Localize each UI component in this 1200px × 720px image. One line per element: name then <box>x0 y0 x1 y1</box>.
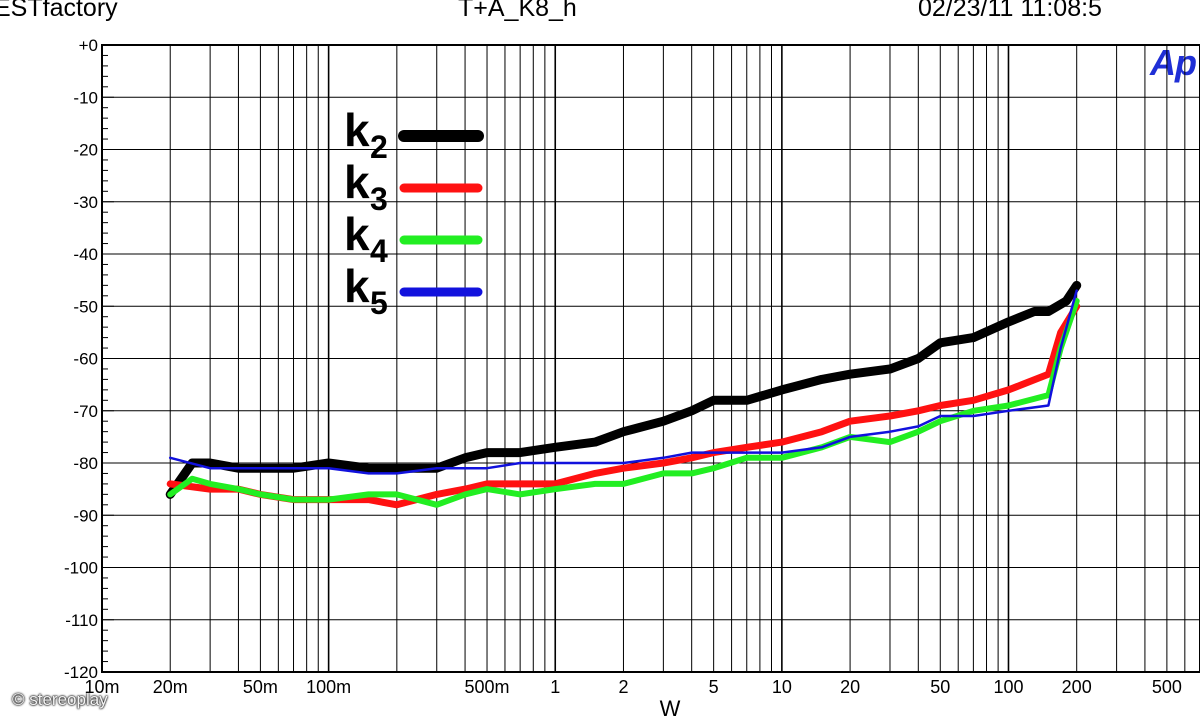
x-tick-label: 500 <box>1152 677 1182 697</box>
y-tick-label: -20 <box>73 141 98 160</box>
x-tick-label: 2 <box>618 677 628 697</box>
x-tick-label: 10 <box>772 677 792 697</box>
legend-label-sub: 2 <box>370 129 388 165</box>
x-tick-label: 100 <box>993 677 1023 697</box>
watermark: © stereoplay <box>12 690 108 709</box>
x-tick-label: 50 <box>930 677 950 697</box>
y-tick-label: -50 <box>73 297 98 316</box>
y-tick-label: -100 <box>64 559 98 578</box>
legend-label-sub: 4 <box>370 233 388 269</box>
legend-label-main: k <box>344 156 370 208</box>
legend-label-sub: 5 <box>370 285 388 321</box>
y-axis-ticks: +0 -10 -20 -30 -40 -50 -60 -70 -80 -90 -100 -110 -12… <box>64 36 98 682</box>
y-tick-label: -120 <box>64 663 98 682</box>
series-line-k5 <box>168 289 1078 475</box>
x-tick-label: 5 <box>709 677 719 697</box>
legend-label-sub: 3 <box>370 181 388 217</box>
y-tick-label: -80 <box>73 454 98 473</box>
header-timestamp: 02/23/11 11:08:5 <box>918 0 1102 22</box>
y-tick-label: -70 <box>73 402 98 421</box>
x-tick-label: 50m <box>243 677 278 697</box>
x-tick-label: 200 <box>1062 677 1092 697</box>
brand-logo: Ap <box>1150 42 1197 83</box>
x-tick-label: 20m <box>153 677 188 697</box>
grid <box>101 44 1200 673</box>
x-tick-label: 20 <box>840 677 860 697</box>
x-axis-ticks: 10m 20m 50m 100m 500m 1 2 5 10 20 50 100 200 500 <box>84 677 1181 697</box>
series-group <box>165 280 1082 509</box>
y-tick-label: -40 <box>73 245 98 264</box>
header-title-left: ESTfactory <box>0 0 118 22</box>
x-tick-label: 500m <box>465 677 510 697</box>
legend: k 2k 3k 4k 5 <box>344 104 484 321</box>
y-tick-label: -90 <box>73 506 98 525</box>
header-title-center: T+A_K8_h <box>458 0 577 22</box>
y-tick-label: -110 <box>65 611 98 630</box>
y-tick-label: +0 <box>79 36 98 55</box>
y-tick-label: -10 <box>73 88 98 107</box>
x-tick-label: 1 <box>550 677 560 697</box>
x-tick-label: 10m <box>84 677 119 697</box>
x-axis-label: W <box>660 696 681 720</box>
y-tick-label: -30 <box>73 193 98 212</box>
series-line-k4 <box>167 298 1080 508</box>
legend-label-main: k <box>344 208 370 260</box>
y-tick-label: -60 <box>73 350 98 369</box>
legend-label-main: k <box>344 104 370 156</box>
legend-label-main: k <box>344 260 370 312</box>
x-tick-label: 100m <box>306 677 351 697</box>
